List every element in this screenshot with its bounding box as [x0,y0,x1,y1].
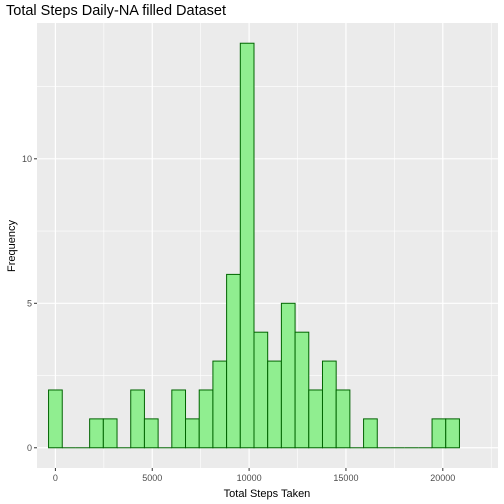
y-tick-label: 5 [27,298,32,308]
chart-title: Total Steps Daily-NA filled Dataset [6,3,227,19]
histogram-bar [89,418,104,449]
y-axis-ticks: 0 5 10 [22,154,37,453]
histogram-bar [48,389,63,449]
x-tick-label: 20000 [430,473,455,483]
histogram-bar [445,418,460,449]
histogram-bar [198,389,214,449]
histogram-bar [171,389,187,449]
x-axis-title: Total Steps Taken [224,488,311,500]
histogram-bar [267,360,282,449]
histogram-bar [431,418,447,449]
y-tick-label: 0 [27,443,32,453]
histogram-bar [239,42,255,449]
histogram-bar [212,360,228,449]
histogram-bar [294,331,310,449]
histogram-bar [253,331,269,449]
y-tick-label: 10 [22,154,32,164]
y-axis-title: Frequency [6,220,18,272]
histogram-bar [226,273,241,449]
histogram-bar [280,302,296,449]
x-tick-label: 0 [53,473,58,483]
histogram-bar [143,418,159,449]
x-axis-ticks: 0 5000 10000 15000 20000 [53,468,455,483]
histogram-bar [308,389,323,449]
bars [48,42,460,449]
x-tick-label: 10000 [237,473,262,483]
histogram-bar [185,418,200,449]
histogram-bar [321,360,337,449]
x-tick-label: 15000 [333,473,358,483]
x-tick-label: 5000 [142,473,162,483]
histogram-bar [102,418,118,449]
histogram-bar [335,389,351,449]
histogram-bar [130,389,145,449]
histogram-bar [363,418,378,449]
